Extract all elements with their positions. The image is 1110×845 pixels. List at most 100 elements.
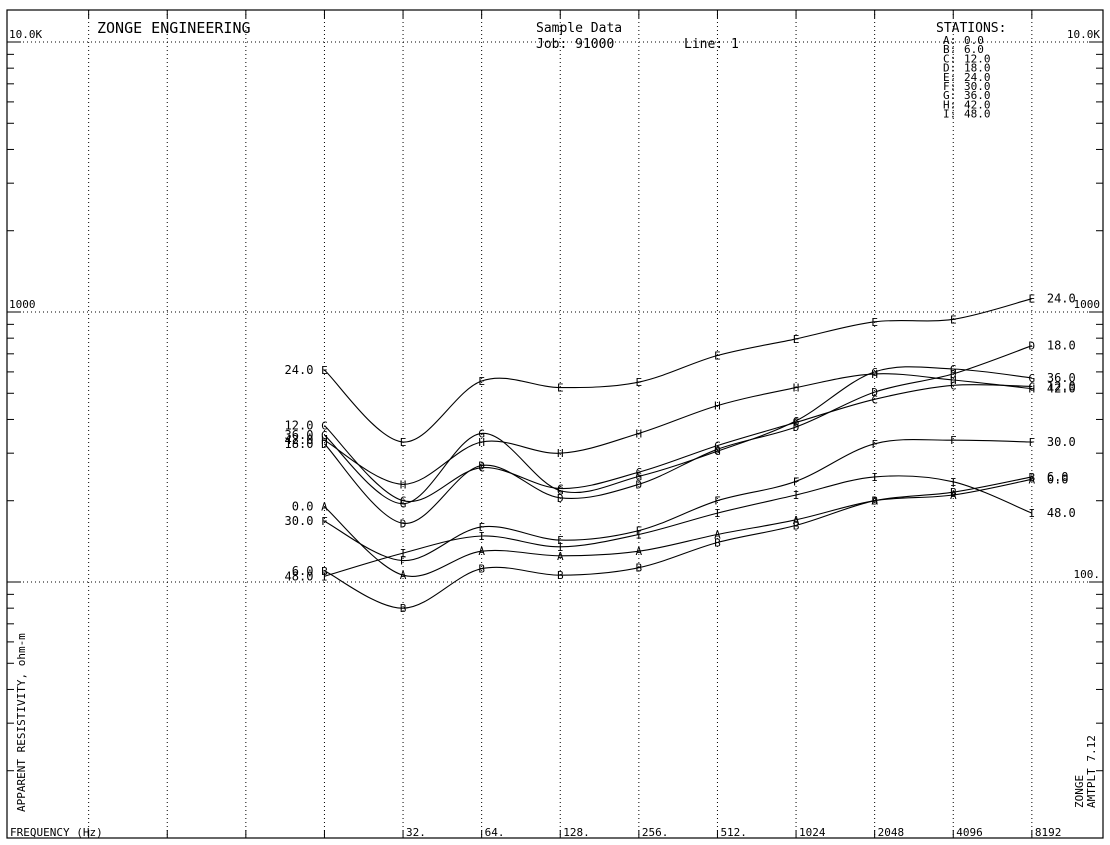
x-axis-label: FREQUENCY (Hz) xyxy=(10,826,103,839)
axis-tick-labels: 10.0K 1000 10.0K 1000 100. 32. 64. 128. 256. 512.… xyxy=(9,28,1101,839)
y-tick-label-right: 10.0K xyxy=(1067,28,1100,41)
data-point-e: E xyxy=(950,313,957,326)
series-line-g xyxy=(324,366,1032,505)
data-point-g: G xyxy=(400,498,407,511)
series-labels: 0.00.06.06.012.012.018.018.024.024.030.0… xyxy=(285,292,1076,584)
data-point-c: C xyxy=(950,379,957,392)
y-tick-label-left: 10.0K xyxy=(9,28,42,41)
data-point-e: E xyxy=(321,364,328,377)
data-point-c: C xyxy=(871,393,878,406)
data-point-d: D xyxy=(478,460,485,473)
data-point-h: H xyxy=(1029,383,1036,396)
legend-station-value: 48.0 xyxy=(964,108,991,121)
data-point-c: C xyxy=(400,495,407,508)
series-right-label: 12.0 xyxy=(1047,379,1076,393)
program-label-line-2: AMTPLT 7.12 xyxy=(1085,735,1098,808)
series-left-label: 12.0 xyxy=(285,418,314,432)
data-point-h: H xyxy=(950,374,957,387)
x-tick-label: 32. xyxy=(406,826,426,839)
series-line-e xyxy=(324,298,1032,443)
data-point-a: A xyxy=(1029,473,1036,486)
legend-letter: D: xyxy=(943,62,956,75)
data-point-d: D xyxy=(1029,340,1036,353)
series-left-label: 48.0 xyxy=(285,569,314,583)
data-point-a: A xyxy=(557,550,564,563)
series-right-label: 18.0 xyxy=(1047,339,1076,353)
data-point-d: D xyxy=(400,517,407,530)
x-tick-label: 4096 xyxy=(956,826,983,839)
legend-letter: E: xyxy=(943,71,956,84)
x-tick-label: 128. xyxy=(563,826,590,839)
legend-station-value: 30.0 xyxy=(964,80,991,93)
x-tick-label: 1024 xyxy=(799,826,826,839)
data-point-e: E xyxy=(400,436,407,449)
data-point-c: C xyxy=(793,416,800,429)
legend-station-value: 0.0 xyxy=(964,34,984,47)
series-line-a xyxy=(324,478,1032,577)
x-tick-label: 2048 xyxy=(878,826,905,839)
data-point-f: F xyxy=(950,434,957,447)
data-point-d: D xyxy=(950,368,957,381)
y-axis-label: APPARENT RESISTIVITY, ohm-m xyxy=(15,633,28,812)
y-tick-label-left: 1000 xyxy=(9,298,36,311)
series-right-label: 48.0 xyxy=(1047,506,1076,520)
data-point-e: E xyxy=(871,316,878,329)
series-left-label: 18.0 xyxy=(285,437,314,451)
data-point-e: E xyxy=(1029,293,1036,306)
series-right-label: 30.0 xyxy=(1047,435,1076,449)
legend-letter: C: xyxy=(943,52,956,65)
series-right-label: 0.0 xyxy=(1047,472,1069,486)
data-point-c: C xyxy=(714,440,721,453)
data-point-c: C xyxy=(557,482,564,495)
series-line-c xyxy=(324,384,1032,503)
data-point-b: B xyxy=(557,569,564,582)
series-left-label: 36.0 xyxy=(285,428,314,442)
legend-station-value: 18.0 xyxy=(964,62,991,75)
legend-letter: G: xyxy=(943,89,956,102)
data-point-c: C xyxy=(1029,380,1036,393)
series-left-label: 42.0 xyxy=(285,433,314,447)
program-label: ZONGE AMTPLT 7.12 xyxy=(1073,735,1098,808)
data-point-f: F xyxy=(321,515,328,528)
data-point-e: E xyxy=(636,376,643,389)
data-point-h: H xyxy=(871,368,878,381)
data-point-h: H xyxy=(636,427,643,440)
chart-title: Sample Data xyxy=(536,21,622,36)
data-point-a: A xyxy=(636,545,643,558)
data-point-i: I xyxy=(871,471,878,484)
x-tick-label: 256. xyxy=(642,826,669,839)
data-point-g: G xyxy=(478,427,485,440)
data-point-b: B xyxy=(636,562,643,575)
x-tick-label: 8192 xyxy=(1035,826,1062,839)
data-point-b: B xyxy=(478,563,485,576)
legend-letter: H: xyxy=(943,98,956,111)
data-point-a: A xyxy=(714,528,721,541)
series-left-label: 30.0 xyxy=(285,514,314,528)
data-point-g: G xyxy=(557,485,564,498)
data-point-f: F xyxy=(714,495,721,508)
stations-legend-title: STATIONS: xyxy=(936,21,1006,36)
data-point-f: F xyxy=(1029,436,1036,449)
data-point-e: E xyxy=(793,333,800,346)
data-point-d: D xyxy=(636,478,643,491)
data-point-a: A xyxy=(400,569,407,582)
legend-station-value: 24.0 xyxy=(964,71,991,84)
legend-station-value: 12.0 xyxy=(964,52,991,65)
legend-station-value: 36.0 xyxy=(964,89,991,102)
data-point-a: A xyxy=(478,545,485,558)
data-point-g: G xyxy=(871,366,878,379)
data-point-f: F xyxy=(557,534,564,547)
series-left-label: 6.0 xyxy=(292,564,314,578)
data-point-i: I xyxy=(478,530,485,543)
data-point-c: C xyxy=(636,466,643,479)
legend-letter: A: xyxy=(943,34,956,47)
data-point-i: I xyxy=(950,476,957,489)
data-point-c: C xyxy=(478,462,485,475)
company-name: ZONGE ENGINEERING xyxy=(97,19,251,37)
x-tick-label: 512. xyxy=(720,826,747,839)
data-point-f: F xyxy=(400,555,407,568)
data-point-f: F xyxy=(636,525,643,538)
data-point-d: D xyxy=(871,386,878,399)
y-tick-label-right: 100. xyxy=(1074,568,1101,581)
